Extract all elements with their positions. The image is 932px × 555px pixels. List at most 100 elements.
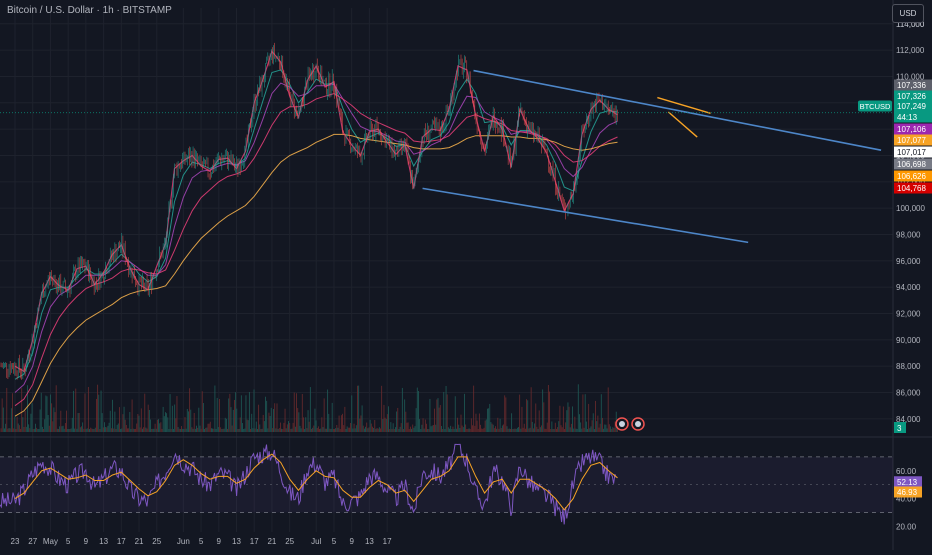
flag-icon	[635, 421, 641, 427]
volume-bar	[40, 392, 42, 432]
volume-bar	[215, 428, 217, 432]
volume-bar	[465, 424, 467, 432]
x-tick-label: 5	[332, 537, 337, 546]
volume-bar	[391, 428, 393, 432]
volume-bar	[36, 427, 38, 432]
volume-bar	[38, 428, 40, 432]
volume-bar	[171, 405, 173, 432]
volume-bar	[347, 427, 349, 432]
volume-bar	[281, 428, 283, 432]
rsi-tag-bg	[894, 486, 922, 498]
volume-bar	[408, 429, 410, 432]
volume-bar	[154, 423, 156, 432]
volume-bar	[0, 428, 2, 432]
volume-bar	[514, 428, 516, 432]
y-tick-label: 92,000	[896, 309, 921, 318]
volume-bar	[105, 427, 107, 432]
volume-bar	[55, 385, 57, 432]
volume-bar	[229, 393, 231, 432]
x-tick-label: 21	[267, 537, 276, 546]
volume-bar	[112, 399, 113, 432]
volume-bar	[133, 428, 135, 432]
volume-bar	[491, 423, 493, 432]
volume-bar	[25, 426, 27, 432]
volume-bar	[495, 426, 496, 432]
symbol-price-tag[interactable]: BTCUSD	[858, 100, 892, 112]
volume-bar	[162, 406, 164, 432]
volume-bar	[357, 385, 358, 432]
volume-bar	[352, 428, 354, 432]
volume-bar	[397, 407, 399, 432]
volume-bar	[207, 423, 209, 432]
flag-upper-trendline[interactable]	[657, 96, 711, 115]
flag-lower-trendline[interactable]	[667, 111, 698, 138]
volume-bar	[268, 412, 270, 432]
volume-bar	[250, 428, 251, 432]
volume-bar	[546, 422, 548, 432]
volume-bar	[515, 428, 517, 432]
volume-bar	[221, 428, 223, 432]
volume-bar	[270, 407, 272, 432]
volume-bar	[428, 428, 430, 432]
symbol-title[interactable]: Bitcoin / U.S. Dollar · 1h · BITSTAMP	[7, 5, 172, 16]
currency-button[interactable]: USD	[892, 4, 924, 23]
volume-bar	[353, 423, 355, 432]
volume-bar	[592, 413, 594, 432]
volume-bar	[12, 393, 13, 432]
volume-bar	[102, 427, 104, 432]
channel-lower-trendline[interactable]	[422, 187, 749, 244]
y-tick-label: 98,000	[896, 230, 921, 239]
volume-bar	[251, 413, 253, 432]
volume-bar	[551, 421, 553, 432]
volume-bar	[135, 428, 136, 432]
rsi-tick-label: 40.00	[896, 495, 917, 504]
volume-bar	[580, 422, 582, 432]
price-tag: 107,077	[894, 134, 932, 146]
volume-bar	[137, 413, 139, 432]
volume-bar	[505, 397, 507, 432]
volume-bar	[73, 390, 74, 432]
volume-bar	[453, 428, 455, 432]
volume-bar	[208, 423, 210, 432]
price-label-layer: 107,336 107,326 BTCUSD 107,249 44:13 107,106 1…	[858, 79, 932, 498]
volume-bar	[85, 428, 87, 432]
volume-bar	[146, 428, 148, 432]
x-tick-label: 17	[250, 537, 259, 546]
volume-bar	[230, 407, 232, 432]
x-tick-label: 5	[199, 537, 204, 546]
volume-bar	[445, 386, 447, 432]
drawing-layer[interactable]	[0, 69, 893, 431]
volume-bar	[405, 411, 407, 432]
volume-bar	[216, 397, 218, 432]
volume-bar	[572, 406, 573, 432]
volume-bar	[142, 428, 143, 432]
volume-bar	[319, 428, 320, 432]
volume-bar	[206, 427, 208, 432]
channel-upper-trendline[interactable]	[473, 69, 882, 151]
volume-bar	[247, 420, 249, 432]
volume-bar	[84, 393, 86, 432]
volume-bar	[496, 428, 498, 432]
volume-bar	[547, 385, 549, 432]
volume-bar	[101, 413, 103, 432]
volume-bar	[68, 428, 70, 432]
volume-bar	[160, 422, 162, 432]
x-tick-label: 13	[232, 537, 241, 546]
volume-bar	[457, 417, 458, 432]
volume-bar	[28, 424, 30, 432]
volume-bar	[598, 427, 600, 432]
volume-bar	[373, 427, 375, 432]
volume-bar	[413, 427, 415, 432]
volume-bar	[301, 394, 303, 432]
volume-bar	[374, 420, 376, 432]
volume-bar	[277, 428, 279, 432]
volume-bar	[340, 415, 342, 432]
volume-bar	[158, 419, 159, 432]
volume-bar	[163, 416, 165, 432]
volume-bar	[497, 417, 499, 432]
volume-bar	[426, 423, 427, 432]
volume-bar	[577, 384, 579, 432]
volume-bar	[86, 428, 88, 432]
